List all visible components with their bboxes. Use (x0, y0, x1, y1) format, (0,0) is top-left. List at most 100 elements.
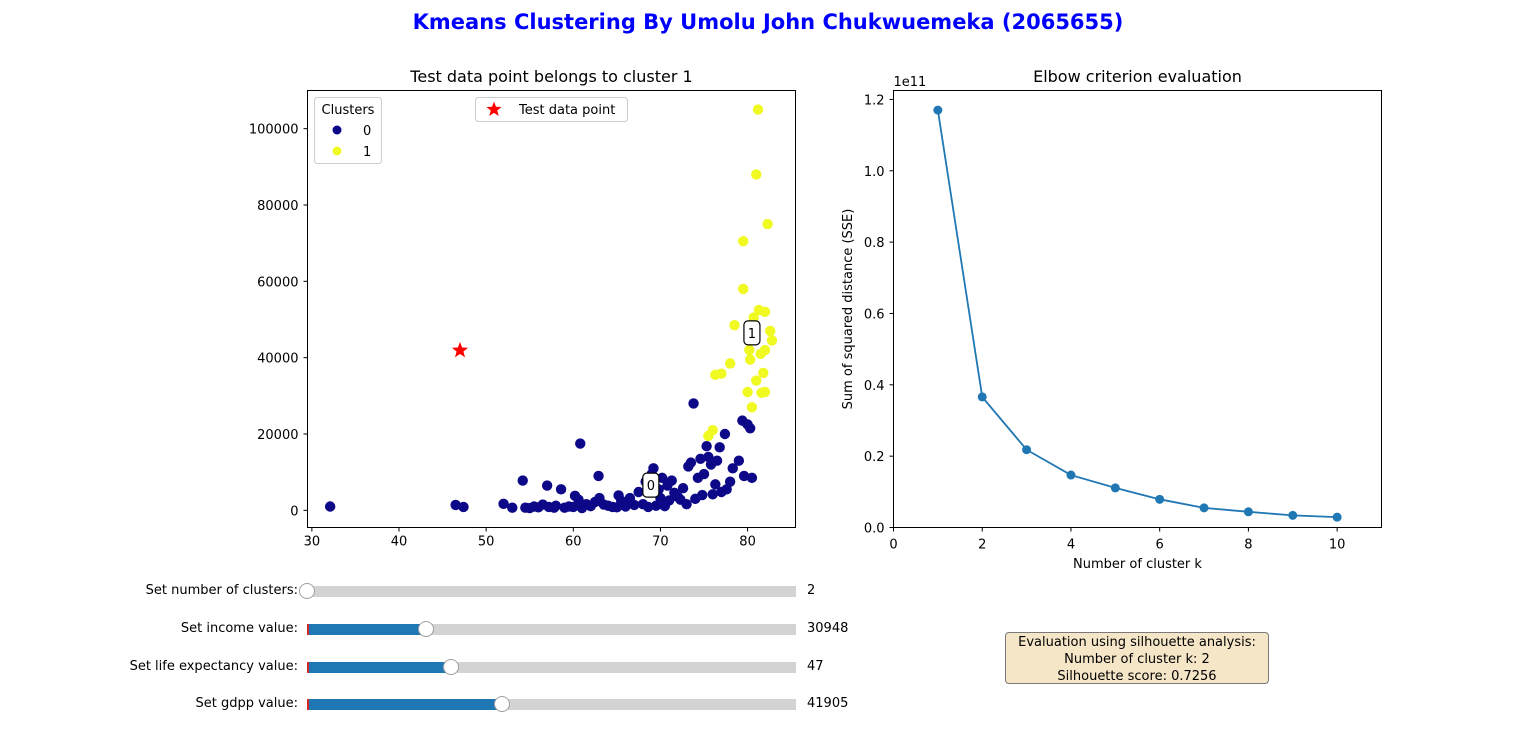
cluster-0-point (498, 498, 509, 510)
cluster-0-point (633, 486, 644, 498)
elbow-sse-point (1288, 510, 1298, 520)
elbow-y-axis-label: Sum of squared distance (SSE) (841, 209, 856, 410)
y-tick-label: 40000 (257, 352, 298, 367)
cluster-0-point (685, 457, 697, 468)
life-expectancy-slider-label: Set life expectancy value: (129, 659, 298, 674)
clusters-legend: Clusters 0 1 (314, 97, 382, 164)
elbow-y-tick-label: 0.0 (864, 522, 885, 537)
elbow-sse-point (977, 392, 987, 402)
clusters-slider-handle[interactable] (299, 583, 315, 599)
cluster-0-point (620, 501, 631, 512)
income-slider-value: 30948 (807, 621, 849, 636)
evaluation-heading: Evaluation using silhouette analysis: (1018, 635, 1256, 650)
clusters-slider-label: Set number of clusters: (145, 583, 298, 598)
cluster-1-point (738, 283, 749, 295)
income-slider-label: Set income value: (180, 621, 298, 636)
elbow-y-offset-text: 1e11 (894, 75, 927, 90)
elbow-x-axis-label: Number of cluster k (1073, 557, 1202, 572)
cluster-1-point (762, 218, 773, 230)
elbow-x-tick-label: 10 (1329, 538, 1346, 553)
elbow-title: Elbow criterion evaluation (1033, 67, 1242, 86)
life-expectancy-slider-handle[interactable] (442, 659, 459, 675)
x-tick-label: 60 (565, 535, 582, 550)
elbow-x-tick-label: 8 (1244, 538, 1252, 553)
cluster-0-point (593, 470, 604, 482)
cluster-0-point (724, 476, 736, 487)
cluster-0-point (711, 455, 723, 466)
income-slider-handle[interactable] (417, 621, 434, 637)
elbow-sse-point (1066, 470, 1076, 480)
clusters-legend-label-1: 1 (363, 145, 371, 160)
elbow-y-tick-label: 0.2 (864, 450, 885, 465)
test-data-point-star (451, 341, 469, 358)
cluster-0-point (550, 500, 562, 511)
cluster-0-point (629, 499, 640, 511)
test-point-legend-frame (475, 97, 628, 122)
elbow-y-tick-label: 0.8 (864, 236, 885, 251)
cluster-0-point (681, 499, 692, 510)
cluster-0-point (719, 428, 731, 440)
clusters-slider-value: 2 (807, 583, 816, 598)
elbow-sse-point (1199, 503, 1209, 513)
y-tick-label: 100000 (249, 123, 299, 138)
cluster-0-point (697, 489, 708, 501)
gdpp-slider-label: Set gdpp value: (195, 696, 298, 711)
x-tick-label: 50 (478, 535, 495, 550)
cluster-0-point (666, 475, 677, 486)
cluster-0-point (677, 482, 689, 494)
elbow-sse-line (936, 109, 1338, 519)
y-tick-label: 60000 (257, 275, 298, 290)
gdpp-slider-fill (307, 699, 502, 710)
elbow-sse-point (1243, 507, 1253, 517)
cluster-1-point (766, 335, 778, 346)
elbow-y-tick-label: 1.2 (864, 93, 885, 108)
test-point-legend-star (486, 101, 502, 116)
gdpp-slider-track[interactable] (307, 696, 796, 712)
centroid-label-box (743, 320, 761, 346)
clusters-legend-frame (314, 97, 382, 164)
cluster-0-point (648, 463, 659, 474)
cluster-0-point (707, 489, 718, 500)
income-slider-fill (307, 624, 426, 635)
cluster-0-point (714, 442, 725, 453)
cluster-1-point (707, 424, 718, 436)
elbow-x-tick-label: 4 (1067, 538, 1075, 553)
cluster-1-point (742, 386, 753, 398)
cluster-1-point (758, 367, 769, 379)
y-tick-label: 0 (290, 504, 298, 519)
cluster-0-point (701, 441, 712, 452)
clusters-legend-label-0: 0 (363, 124, 371, 139)
cluster-0-point (663, 495, 675, 506)
cluster-0-point (568, 501, 579, 513)
cluster-0-point (695, 453, 706, 465)
elbow-y-tick-label: 1.0 (864, 165, 885, 180)
elbow-x-tick-label: 2 (978, 538, 986, 553)
cluster-0-point (744, 423, 756, 434)
scatter-title: Test data point belongs to cluster 1 (409, 67, 692, 86)
evaluation-silhouette-score: Silhouette score: 0.7256 (1057, 669, 1217, 684)
cluster-0-point (710, 479, 721, 490)
clusters-legend-title: Clusters (322, 103, 375, 118)
cluster-1-point (738, 236, 749, 247)
gdpp-slider-handle[interactable] (493, 696, 510, 712)
income-slider-min-marker (307, 624, 309, 635)
cluster-0-point (517, 475, 528, 486)
gdpp-slider-min-marker (307, 699, 309, 710)
silhouette-evaluation-box: Evaluation using silhouette analysis: Nu… (1005, 632, 1269, 684)
elbow-sse-point (1155, 494, 1165, 504)
income-slider-track[interactable] (307, 621, 796, 637)
cluster-1-point (752, 104, 764, 115)
test-point-legend: Test data point (475, 97, 628, 122)
cluster-1-point (759, 344, 771, 356)
clusters-slider-track[interactable] (299, 583, 796, 599)
cluster-0-point (573, 494, 584, 505)
life-expectancy-slider-value: 47 (807, 659, 824, 674)
cluster-1-point (759, 386, 771, 398)
cluster-0-point (650, 500, 662, 511)
cluster-0-point (575, 438, 586, 449)
elbow-y-tick-label: 0.4 (864, 379, 885, 394)
centroid-label-0: 0 (647, 479, 655, 494)
life-expectancy-slider-track[interactable] (307, 659, 796, 675)
cluster-0-point (656, 472, 668, 484)
y-tick-label: 20000 (257, 428, 298, 443)
